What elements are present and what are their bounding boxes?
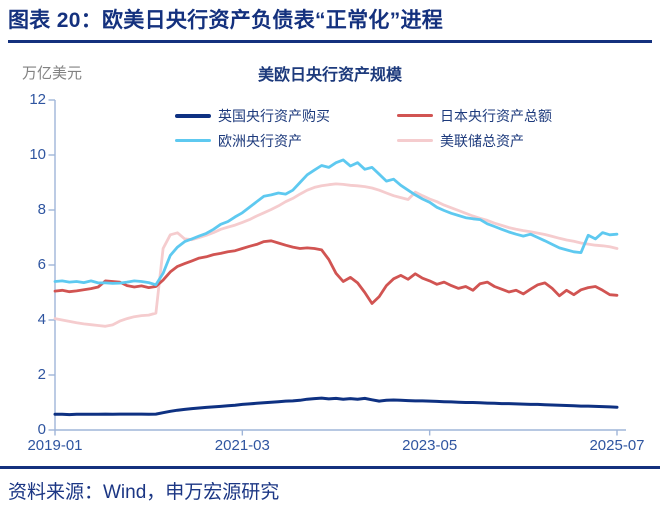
legend-item-japan: 日本央行资产总额 [397, 106, 552, 126]
legend-item-ecb: 欧洲央行资产 [175, 131, 397, 151]
series-line-japan [53, 239, 619, 305]
chart-title: 美欧日央行资产规模 [257, 67, 402, 84]
chart-canvas [48, 99, 626, 436]
source-note: 资料来源：Wind，申万宏源研究 [8, 482, 280, 503]
footer-divider [0, 466, 660, 469]
legend-label-uk: 英国央行资产购买 [218, 107, 330, 124]
legend-row: 英国央行资产购买 日本央行资产总额 [175, 103, 552, 128]
y-tick-label: 0 [37, 421, 46, 438]
legend-swatch-ecb [175, 139, 211, 142]
y-tick-label: 12 [29, 91, 46, 108]
y-tick-label: 8 [37, 201, 46, 218]
figure-title: 图表 20：欧美日央行资产负债表“正常化”进程 [8, 9, 444, 32]
legend-item-fed: 美联储总资产 [397, 131, 524, 151]
legend-swatch-fed [397, 139, 433, 142]
series-line-fed [53, 182, 619, 328]
title-underline [8, 40, 652, 43]
legend-label-ecb: 欧洲央行资产 [218, 132, 302, 149]
legend-swatch-japan [397, 114, 433, 117]
y-tick-label: 10 [29, 146, 46, 163]
x-tick-label: 2023-05 [402, 437, 458, 454]
y-tick-label: 6 [37, 256, 46, 273]
legend-label-japan: 日本央行资产总额 [440, 107, 552, 124]
legend-item-uk: 英国央行资产购买 [175, 106, 397, 126]
series-line-uk [53, 396, 619, 417]
x-tick-label: 2025-07 [589, 437, 645, 454]
y-tick-label: 4 [37, 311, 46, 328]
series-line-ecb [53, 158, 619, 287]
legend-row: 欧洲央行资产 美联储总资产 [175, 128, 552, 153]
legend-swatch-uk [175, 113, 211, 118]
x-tick-label: 2019-01 [27, 437, 83, 454]
legend-label-fed: 美联储总资产 [440, 132, 524, 149]
x-tick-label: 2021-03 [214, 437, 270, 454]
y-tick-label: 2 [37, 366, 46, 383]
chart-legend: 英国央行资产购买 日本央行资产总额 欧洲央行资产 美联储总资产 [175, 103, 552, 153]
y-axis-unit-label: 万亿美元 [22, 65, 83, 82]
